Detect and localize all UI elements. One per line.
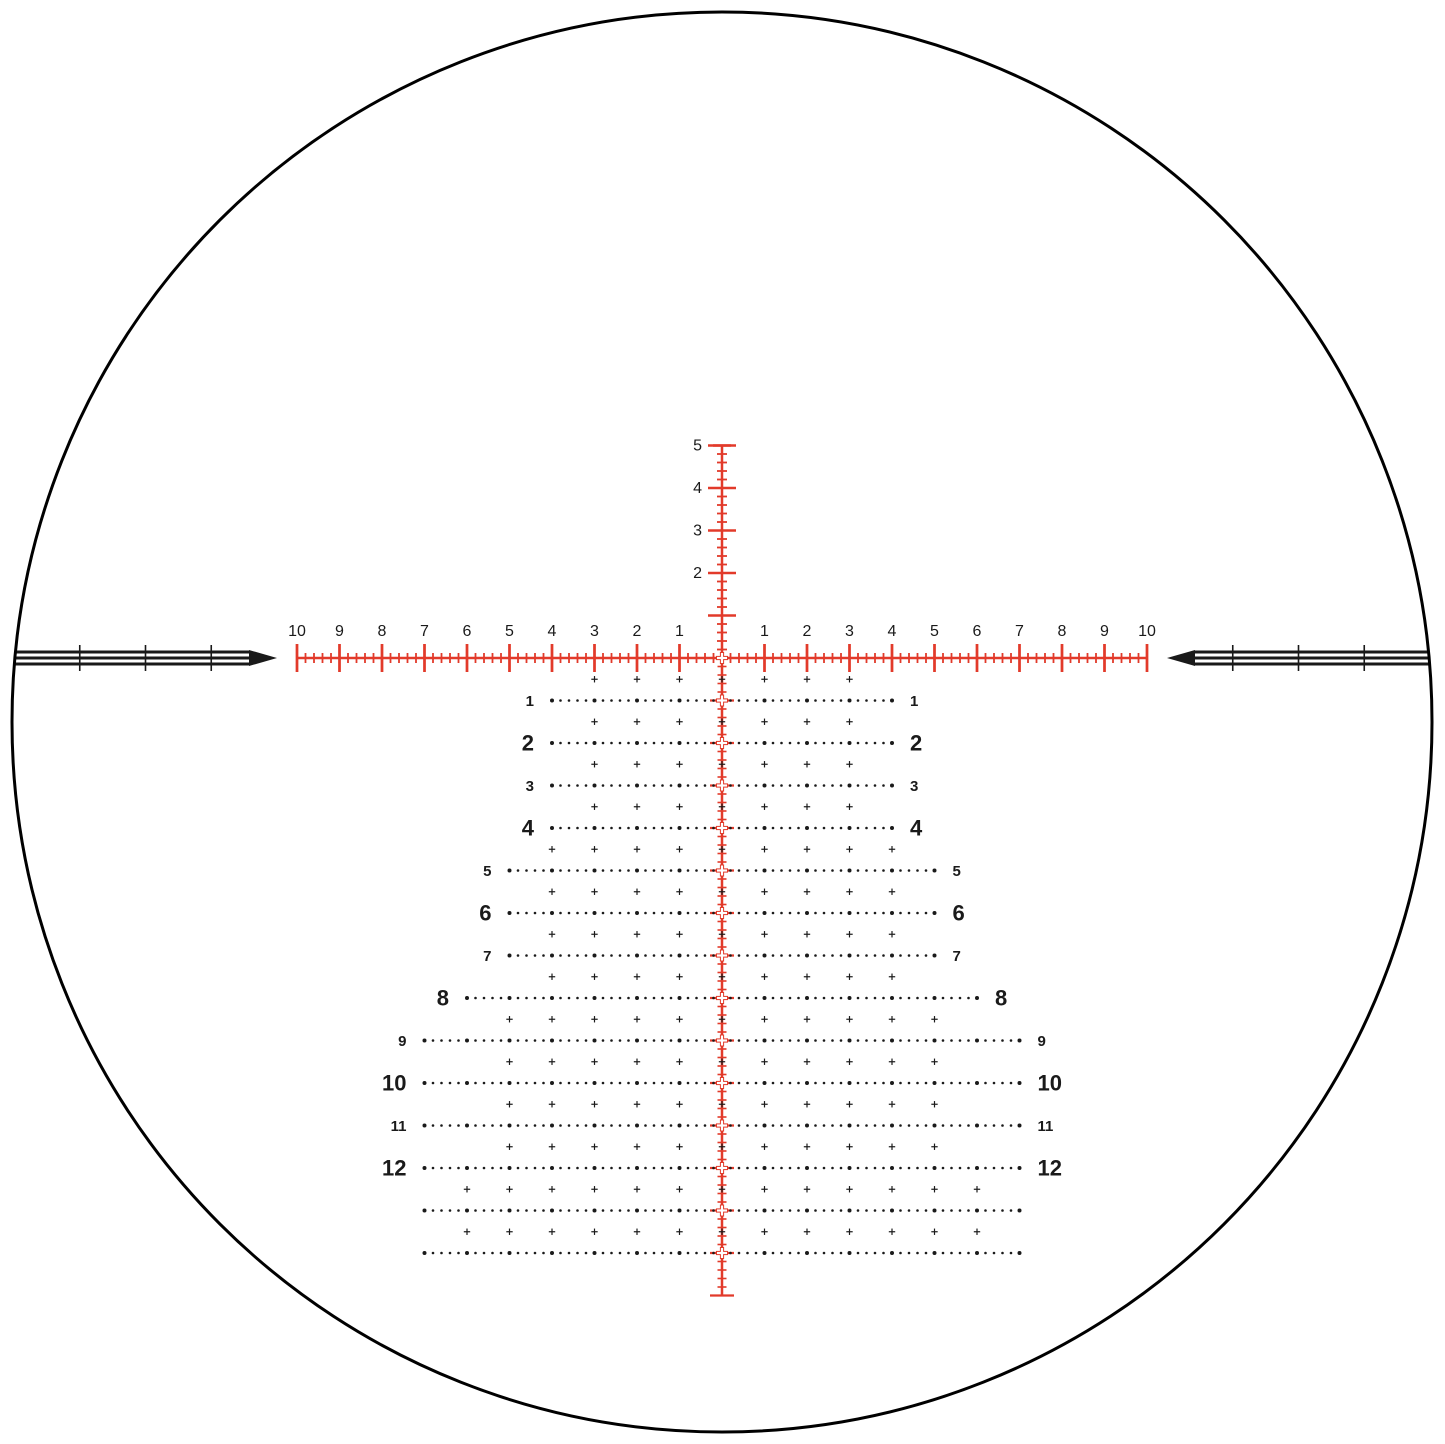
holdover-label-right: 8: [995, 986, 1007, 1011]
holdover-label-right: 4: [910, 816, 923, 841]
holdover-label-left: 4: [522, 816, 535, 841]
h-label: 7: [420, 623, 429, 640]
h-label: 6: [973, 623, 982, 640]
h-label: 7: [1015, 623, 1024, 640]
holdover-label-left: 5: [483, 863, 491, 880]
holdover-label-right: 12: [1038, 1156, 1062, 1181]
holdover-label-right: 6: [953, 901, 965, 926]
heavy-post: [14, 645, 277, 671]
h-label: 8: [378, 623, 387, 640]
h-label: 5: [930, 623, 939, 640]
reticle-diagram: 1122334455667788991010234511223344556677…: [0, 0, 1445, 1444]
h-label: 9: [335, 623, 344, 640]
holdover-label-left: 1: [526, 693, 534, 710]
holdover-label-right: 3: [910, 778, 918, 795]
h-label: 5: [505, 623, 514, 640]
heavy-post: [1167, 645, 1430, 671]
reticle-svg: 1122334455667788991010234511223344556677…: [0, 0, 1445, 1444]
h-label: 8: [1058, 623, 1067, 640]
holdover-label-right: 5: [953, 863, 961, 880]
v-upper-label: 2: [693, 565, 702, 582]
holdover-label-left: 2: [522, 731, 534, 756]
h-label: 3: [845, 623, 854, 640]
h-label: 9: [1100, 623, 1109, 640]
holdover-label-right: 1: [910, 693, 918, 710]
h-label: 10: [288, 623, 306, 640]
holdover-label-right: 7: [953, 948, 961, 965]
h-label: 3: [590, 623, 599, 640]
holdover-label-left: 12: [382, 1156, 406, 1181]
h-label: 4: [548, 623, 557, 640]
h-label: 1: [675, 623, 684, 640]
holdover-label-left: 7: [483, 948, 491, 965]
h-label: 10: [1138, 623, 1156, 640]
v-upper-label: 5: [693, 438, 702, 455]
holdover-label-left: 6: [479, 901, 491, 926]
h-label: 4: [888, 623, 897, 640]
holdover-label-left: 9: [398, 1033, 406, 1050]
h-label: 1: [760, 623, 769, 640]
holdover-label-right: 9: [1038, 1033, 1046, 1050]
holdover-label-right: 10: [1038, 1071, 1062, 1096]
v-upper-label: 4: [693, 480, 702, 497]
holdover-label-left: 8: [437, 986, 449, 1011]
holdover-label-left: 11: [391, 1118, 407, 1135]
h-label: 6: [463, 623, 472, 640]
h-label: 2: [633, 623, 642, 640]
holdover-label-left: 10: [382, 1071, 406, 1096]
holdover-label-right: 2: [910, 731, 922, 756]
holdover-label-right: 11: [1038, 1118, 1054, 1135]
v-upper-label: 3: [693, 523, 702, 540]
h-label: 2: [803, 623, 812, 640]
holdover-label-left: 3: [526, 778, 534, 795]
